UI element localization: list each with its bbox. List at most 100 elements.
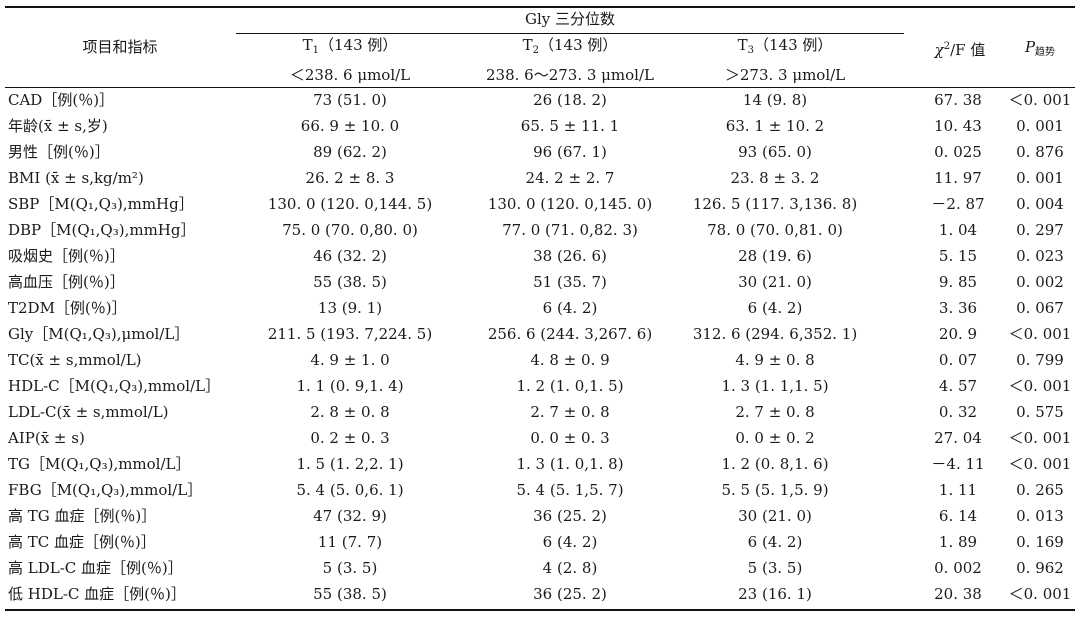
- row-stat: 11. 97: [934, 169, 982, 187]
- row-t1: 5 (3. 5): [322, 559, 378, 577]
- row-t1: 55 (38. 5): [313, 273, 387, 291]
- row-t2: 38 (26. 6): [533, 247, 607, 265]
- row-t1: 26. 2 ± 8. 3: [305, 169, 395, 187]
- row-label: AIP(x̄ ± s): [8, 429, 85, 447]
- row-stat: 67. 38: [934, 91, 982, 109]
- row-t1: 2. 8 ± 0. 8: [310, 403, 390, 421]
- row-t3: 0. 0 ± 0. 2: [735, 429, 815, 447]
- row-stat: －4. 11: [931, 455, 985, 473]
- row-p: ＜0. 001: [1008, 325, 1072, 343]
- row-p: 0. 001: [1016, 169, 1064, 187]
- header-t1-range: ＜238. 6 μmol/L: [289, 66, 411, 84]
- row-t1: 130. 0 (120. 0,144. 5): [267, 195, 433, 213]
- header-t1-count: （143 例）: [318, 36, 398, 54]
- row-label: 年龄(x̄ ± s,岁): [8, 117, 108, 135]
- row-t3: 14 (9. 8): [742, 91, 808, 109]
- header-rule: [5, 87, 1075, 88]
- header-t1: T1（143 例）: [303, 35, 398, 61]
- row-stat: 9. 85: [938, 273, 978, 291]
- row-p: ＜0. 001: [1008, 429, 1072, 447]
- row-label: CAD［例(％)］: [8, 91, 115, 109]
- header-t3-sub: 3: [747, 45, 754, 56]
- row-t3: 23. 8 ± 3. 2: [730, 169, 820, 187]
- row-t3: 30 (21. 0): [738, 507, 812, 525]
- row-t2: 0. 0 ± 0. 3: [530, 429, 610, 447]
- row-p: 0. 297: [1016, 221, 1064, 239]
- row-p: 0. 004: [1016, 195, 1064, 213]
- row-p: 0. 002: [1016, 273, 1064, 291]
- row-stat: 1. 89: [938, 533, 978, 551]
- bottom-rule: [5, 609, 1075, 611]
- header-t2-name: T: [522, 36, 533, 54]
- row-label: TG［M(Q₁,Q₃),mmol/L］: [8, 455, 191, 473]
- row-p: 0. 575: [1016, 403, 1064, 421]
- row-stat: 5. 15: [938, 247, 978, 265]
- row-t1: 0. 2 ± 0. 3: [310, 429, 390, 447]
- row-label: FBG［M(Q₁,Q₃),mmol/L］: [8, 481, 203, 499]
- row-label: Gly［M(Q₁,Q₃),μmol/L］: [8, 325, 190, 343]
- row-p: 0. 023: [1016, 247, 1064, 265]
- header-chi-main: χ: [934, 41, 944, 59]
- row-t2: 2. 7 ± 0. 8: [530, 403, 610, 421]
- row-t1: 89 (62. 2): [313, 143, 387, 161]
- row-label: 男性［例(％)］: [8, 143, 110, 161]
- row-t2: 5. 4 (5. 1,5. 7): [516, 481, 624, 499]
- row-stat: 0. 002: [934, 559, 982, 577]
- row-label: 低 HDL-C 血症［例(％)］: [8, 585, 186, 603]
- row-t3: 126. 5 (117. 3,136. 8): [692, 195, 858, 213]
- row-t1: 73 (51. 0): [313, 91, 387, 109]
- row-t1: 66. 9 ± 10. 0: [300, 117, 400, 135]
- row-label: 高 LDL-C 血症［例(％)］: [8, 559, 183, 577]
- row-stat: －2. 87: [931, 195, 985, 213]
- header-t1-sub: 1: [312, 45, 319, 56]
- row-label: LDL-C(x̄ ± s,mmol/L): [8, 403, 169, 421]
- row-t1: 46 (32. 2): [313, 247, 387, 265]
- row-label: T2DM［例(％)］: [8, 299, 127, 317]
- header-p-main: P: [1024, 38, 1036, 56]
- row-t1: 55 (38. 5): [313, 585, 387, 603]
- row-t3: 78. 0 (70. 0,81. 0): [707, 221, 843, 239]
- row-t3: 5 (3. 5): [747, 559, 803, 577]
- header-t2-range: 238. 6～273. 3 μmol/L: [485, 66, 655, 84]
- row-t3: 5. 5 (5. 1,5. 9): [721, 481, 829, 499]
- row-t1: 1. 1 (0. 9,1. 4): [296, 377, 404, 395]
- row-t2: 6 (4. 2): [542, 299, 598, 317]
- row-t2: 65. 5 ± 11. 1: [520, 117, 620, 135]
- row-p: 0. 876: [1016, 143, 1064, 161]
- header-item-label: 项目和指标: [82, 38, 158, 56]
- row-t1: 11 (7. 7): [317, 533, 383, 551]
- row-t2: 77. 0 (71. 0,82. 3): [502, 221, 638, 239]
- row-p: ＜0. 001: [1008, 377, 1072, 395]
- row-t3: 28 (19. 6): [738, 247, 812, 265]
- row-label: 高 TC 血症［例(％)］: [8, 533, 156, 551]
- row-t3: 4. 9 ± 0. 8: [735, 351, 815, 369]
- row-t1: 47 (32. 9): [313, 507, 387, 525]
- row-p: 0. 799: [1016, 351, 1064, 369]
- header-t2: T2（143 例）: [523, 35, 618, 61]
- row-label: 高血压［例(％)］: [8, 273, 125, 291]
- row-t3: 1. 2 (0. 8,1. 6): [721, 455, 829, 473]
- row-t1: 5. 4 (5. 0,6. 1): [296, 481, 404, 499]
- row-t3: 30 (21. 0): [738, 273, 812, 291]
- row-p: ＜0. 001: [1008, 585, 1072, 603]
- row-t2: 36 (25. 2): [533, 507, 607, 525]
- row-t1: 211. 5 (193. 7,224. 5): [267, 325, 433, 343]
- row-t2: 51 (35. 7): [533, 273, 607, 291]
- row-label: HDL-C［M(Q₁,Q₃),mmol/L］: [8, 377, 221, 395]
- row-stat: 20. 9: [938, 325, 978, 343]
- row-stat: 1. 11: [938, 481, 978, 499]
- row-stat: 1. 04: [938, 221, 978, 239]
- row-stat: 10. 43: [934, 117, 982, 135]
- row-p: 0. 265: [1016, 481, 1064, 499]
- row-p: ＜0. 001: [1008, 455, 1072, 473]
- row-t2: 4 (2. 8): [542, 559, 598, 577]
- row-p: 0. 169: [1016, 533, 1064, 551]
- row-stat: 3. 36: [938, 299, 978, 317]
- row-t3: 312. 6 (294. 6,352. 1): [692, 325, 858, 343]
- row-label: TC(x̄ ± s,mmol/L): [8, 351, 142, 369]
- row-label: BMI (x̄ ± s,kg/m²): [8, 169, 144, 187]
- header-t2-count: （143 例）: [538, 36, 618, 54]
- row-p: 0. 962: [1016, 559, 1064, 577]
- row-t3: 2. 7 ± 0. 8: [735, 403, 815, 421]
